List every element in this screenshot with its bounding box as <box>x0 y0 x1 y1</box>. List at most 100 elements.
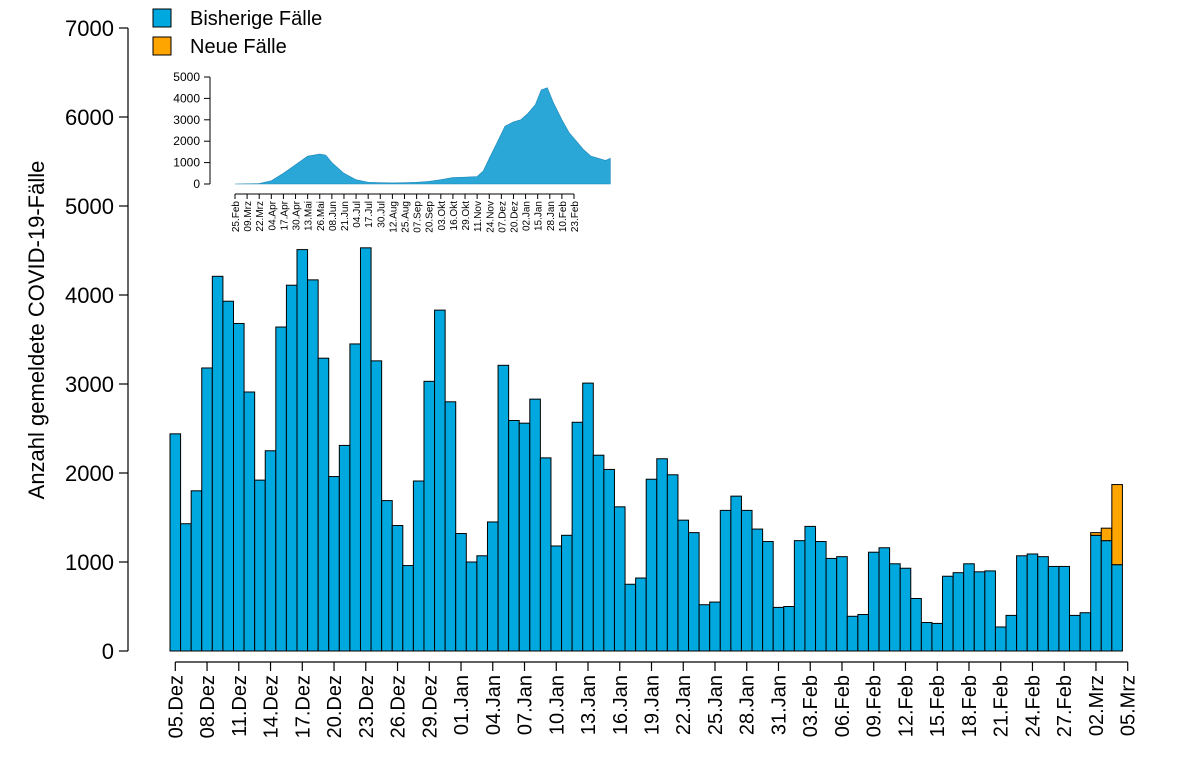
bar-bisherige <box>920 622 933 652</box>
bar-bisherige <box>285 284 298 652</box>
bar-bisherige <box>402 565 414 652</box>
inset-y-axis: 0 1000 2000 3000 4000 5000 <box>173 70 211 191</box>
x-tick-label: 10.Jan <box>546 675 568 735</box>
x-tick-label: 18.Feb <box>959 675 981 737</box>
bar-bisherige <box>201 367 213 652</box>
x-tick-label: 26.Dez <box>388 675 410 738</box>
bar-bisherige <box>592 454 605 652</box>
inset-x-tick-label: 10.Feb <box>558 201 569 233</box>
x-tick-label: 20.Dez <box>324 675 346 738</box>
bar-bisherige <box>645 478 658 652</box>
x-tick-label: 04.Jan <box>483 675 505 735</box>
x-tick-label: 05.Dez <box>165 675 187 738</box>
x-tick-label: 06.Feb <box>832 675 854 737</box>
bar-bisherige <box>688 532 700 652</box>
x-tick-label: 05.Mrz <box>1118 675 1140 736</box>
x-tick-label: 12.Feb <box>895 675 917 737</box>
inset-x-tick-label: 08.Jun <box>328 201 339 231</box>
bar-bisherige <box>211 275 224 652</box>
x-tick-label: 27.Feb <box>1054 675 1076 737</box>
x-tick-label: 24.Feb <box>1022 675 1044 737</box>
bar-bisherige <box>486 521 499 652</box>
inset-y-tick-label: 4000 <box>173 91 200 105</box>
bar-bisherige <box>423 380 436 652</box>
inset-y-tick-label: 3000 <box>173 113 200 127</box>
inset-x-tick-label: 16.Okt <box>449 201 460 231</box>
bar-bisherige <box>1079 612 1092 652</box>
inset-x-tick-label: 26.Mai <box>316 201 327 231</box>
bar-bisherige <box>338 444 351 652</box>
y-tick-label: 7000 <box>65 16 114 41</box>
y-tick-label: 2000 <box>65 461 114 486</box>
inset-x-axis: 25.Feb 09.Mrz 22.Mrz 04.Apr 17.Apr 30.Apr 13.M… <box>231 193 581 233</box>
bar-bisherige <box>931 622 944 652</box>
bar-bisherige <box>1026 553 1039 652</box>
inset-x-tick-label: 07.Sep <box>413 201 424 233</box>
bar-bisherige <box>730 495 742 652</box>
bar-bisherige <box>412 480 425 652</box>
inset-x-tick-label: 17.Apr <box>279 200 290 230</box>
bar-bisherige <box>603 468 615 652</box>
bar-bisherige <box>222 300 234 652</box>
bar-bisherige <box>656 458 668 652</box>
x-tick-label: 08.Dez <box>197 675 219 738</box>
legend-label-bisherige: Bisherige Fälle <box>190 8 322 30</box>
bar-bisherige <box>698 604 711 652</box>
x-tick-label: 19.Jan <box>642 675 664 735</box>
bar-bisherige <box>984 570 996 652</box>
bar-bisherige <box>434 309 446 652</box>
bar-bisherige <box>857 614 869 652</box>
bar-bisherige <box>476 555 488 652</box>
bar-bisherige <box>878 547 891 652</box>
x-tick-label: 31.Jan <box>768 675 790 735</box>
inset-x-tick-label: 03.Okt <box>437 201 448 231</box>
inset-x-tick-label: 30.Jul <box>376 201 387 228</box>
bar-bisherige <box>836 556 848 652</box>
bar-bisherige <box>264 450 277 652</box>
x-tick-label: 13.Jan <box>578 675 600 735</box>
inset-x-tick-label: 15.Jan <box>534 201 545 231</box>
inset-y-tick-label: 2000 <box>173 134 200 148</box>
inset-x-tick-label: 21.Jun <box>340 201 351 231</box>
y-axis-label: Anzahl gemeldete COVID-19-Fälle <box>24 161 49 500</box>
bar-bisherige <box>381 500 393 652</box>
inset-x-tick-label: 30.Apr <box>292 200 303 230</box>
bar-bisherige <box>539 457 552 652</box>
y-tick-label: 0 <box>102 639 114 664</box>
bar-bisherige <box>254 479 266 652</box>
inset-chart: 0 1000 2000 3000 4000 5000 25.Feb 09.Mrz 22.Mrz… <box>173 70 611 233</box>
bar-bisherige <box>1047 565 1060 652</box>
bar-bisherige <box>317 357 330 652</box>
bar-bisherige <box>804 525 817 652</box>
bar-bisherige <box>613 506 626 652</box>
legend-swatch-neue <box>152 36 172 56</box>
inset-x-tick-label: 20.Sep <box>425 201 436 233</box>
bar-bisherige <box>497 364 510 652</box>
y-tick-label: 6000 <box>65 105 114 130</box>
inset-area <box>234 87 611 185</box>
inset-x-tick-label: 09.Mrz <box>243 201 254 232</box>
bars <box>169 247 1123 652</box>
inset-x-tick-label: 11.Nov <box>473 201 484 232</box>
bar-bisherige <box>1037 556 1049 652</box>
bar-bisherige <box>624 583 637 652</box>
legend-swatch-bisherige <box>152 8 172 28</box>
y-tick-label: 3000 <box>65 372 114 397</box>
bar-bisherige <box>529 398 541 652</box>
bar-bisherige <box>243 391 256 652</box>
bar-bisherige <box>751 528 764 652</box>
bar-bisherige <box>677 519 690 652</box>
bar-bisherige <box>275 326 287 652</box>
x-tick-label: 23.Dez <box>356 675 378 738</box>
x-tick-label: 11.Dez <box>229 675 251 737</box>
bar-bisherige <box>328 476 340 652</box>
bar-bisherige <box>370 360 383 652</box>
bar-bisherige <box>666 474 679 652</box>
inset-x-tick-label: 04.Jul <box>352 201 363 228</box>
bar-bisherige <box>963 563 975 652</box>
bar-bisherige <box>867 551 880 652</box>
inset-x-tick-label: 04.Apr <box>267 200 278 230</box>
inset-x-tick-label: 17.Jul <box>364 201 375 228</box>
bar-bisherige <box>994 626 1007 652</box>
bar-neue <box>1100 527 1113 542</box>
